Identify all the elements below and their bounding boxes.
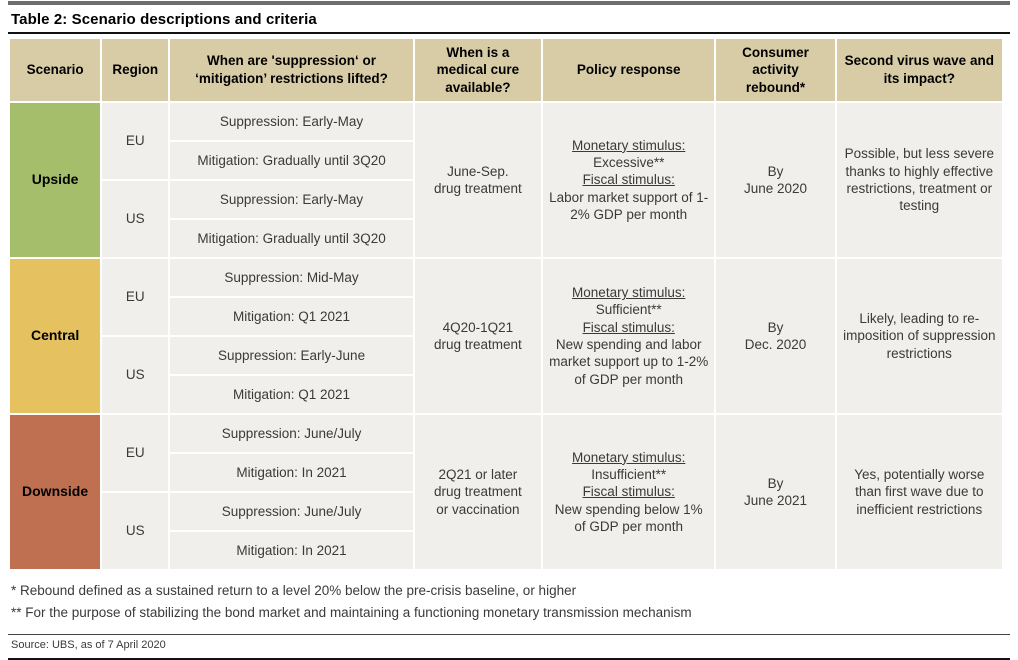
footnotes: * Rebound defined as a sustained return … <box>8 571 1010 632</box>
cell-medical-cure: 4Q20-1Q21 drug treatment <box>414 259 542 413</box>
cell-suppression: Suppression: Early-June <box>170 337 413 374</box>
title-divider <box>8 32 1010 34</box>
cell-suppression: Suppression: June/July <box>170 493 413 530</box>
monetary-stimulus-label: Monetary stimulus: <box>572 285 686 301</box>
cell-consumer-rebound: By June 2020 <box>716 103 835 257</box>
scenario-table: Scenario Region When are 'suppression‘ o… <box>8 37 1004 571</box>
monetary-stimulus-value: Sufficient** <box>595 302 662 318</box>
footnote-stimulus-purpose: ** For the purpose of stabilizing the bo… <box>11 604 692 620</box>
cell-mitigation: Mitigation: Q1 2021 <box>170 376 413 413</box>
cure-line: or vaccination <box>436 501 520 517</box>
fiscal-stimulus-value: New spending and labor market support up… <box>549 337 709 387</box>
cure-line: June-Sep. <box>447 163 509 179</box>
monetary-stimulus-value: Excessive** <box>593 155 665 171</box>
table-row: Mitigation: Q1 2021 <box>10 298 1002 335</box>
rebound-line: By <box>767 475 784 491</box>
cell-policy-response: Monetary stimulus: Sufficient** Fiscal s… <box>543 259 715 413</box>
table-row: Mitigation: In 2021 <box>10 454 1002 491</box>
cell-region-eu: EU <box>102 415 169 491</box>
col-header-policy-response: Policy response <box>543 39 715 101</box>
cell-medical-cure: June-Sep. drug treatment <box>414 103 542 257</box>
bottom-divider <box>8 657 1010 660</box>
table-row: US Suppression: Early-June <box>10 337 1002 413</box>
rebound-line: By <box>767 163 784 179</box>
cell-region-us: US <box>102 181 169 257</box>
col-header-scenario: Scenario <box>10 39 101 101</box>
cell-second-wave: Likely, leading to re-imposition of supp… <box>836 259 1002 413</box>
table-row: US Suppression: Early-May <box>10 181 1002 257</box>
cell-suppression: Suppression: Early-May <box>170 103 413 140</box>
cell-scenario-central: Central <box>10 259 101 413</box>
table-row: US Suppression: June/July <box>10 493 1002 569</box>
col-header-region: Region <box>102 39 169 101</box>
rebound-line: June 2021 <box>743 493 808 508</box>
monetary-stimulus-label: Monetary stimulus: <box>572 449 686 465</box>
cell-mitigation: Mitigation: Q1 2021 <box>170 298 413 335</box>
cell-medical-cure: 2Q21 or later drug treatment or vaccinat… <box>414 415 542 569</box>
col-header-consumer-rebound: Consumer activity rebound* <box>716 39 835 101</box>
top-divider <box>8 1 1010 5</box>
rebound-line: By <box>767 319 784 335</box>
cell-second-wave: Possible, but less severe thanks to high… <box>836 103 1002 257</box>
cell-region-us: US <box>102 493 169 569</box>
cell-region-us: US <box>102 337 169 413</box>
fiscal-stimulus-value: Labor market support of 1-2% GDP per mon… <box>549 189 709 222</box>
header-row: Scenario Region When are 'suppression‘ o… <box>10 39 1002 101</box>
table-row: Mitigation: Gradually until 3Q20 <box>10 220 1002 257</box>
col-header-restrictions-lifted: When are 'suppression‘ or ‘mitigation’ r… <box>170 39 413 101</box>
footnote-rebound-definition: * Rebound defined as a sustained return … <box>11 583 577 598</box>
cell-policy-response: Monetary stimulus: Excessive** Fiscal st… <box>543 103 715 257</box>
table-row: Central EU Suppression: Mid-May 4Q20-1Q2… <box>10 259 1002 413</box>
source-line: Source: UBS, as of 7 April 2020 <box>11 638 166 651</box>
fiscal-stimulus-value: New spending below 1% of GDP per month <box>554 501 703 534</box>
cure-line: 2Q21 or later <box>438 467 518 483</box>
cell-scenario-upside: Upside <box>10 103 101 257</box>
table-row: Mitigation: In 2021 <box>10 532 1002 569</box>
cell-second-wave: Yes, potentially worse than first wave d… <box>836 415 1002 569</box>
table-row: Mitigation: Q1 2021 <box>10 376 1002 413</box>
monetary-stimulus-label: Monetary stimulus: <box>572 137 686 153</box>
fiscal-stimulus-label: Fiscal stimulus: <box>582 172 675 188</box>
cell-suppression: Suppression: June/July <box>170 415 413 452</box>
cell-mitigation: Mitigation: Gradually until 3Q20 <box>170 142 413 179</box>
fiscal-stimulus-label: Fiscal stimulus: <box>582 319 675 335</box>
col-header-medical-cure: When is a medical cure available? <box>414 39 542 101</box>
cell-policy-response: Monetary stimulus: Insufficient** Fiscal… <box>543 415 715 569</box>
table-row: Upside EU Suppression: Early-May June-Se… <box>10 103 1002 257</box>
table-row: Mitigation: Gradually until 3Q20 <box>10 142 1002 179</box>
source-divider <box>8 633 1010 635</box>
cure-line: 4Q20-1Q21 <box>442 319 514 335</box>
monetary-stimulus-value: Insufficient** <box>591 467 667 483</box>
cell-suppression: Suppression: Mid-May <box>170 259 413 296</box>
cell-mitigation: Mitigation: Gradually until 3Q20 <box>170 220 413 257</box>
cell-consumer-rebound: By June 2021 <box>716 415 835 569</box>
cell-mitigation: Mitigation: In 2021 <box>170 454 413 491</box>
cell-suppression: Suppression: Early-May <box>170 181 413 218</box>
cell-mitigation: Mitigation: In 2021 <box>170 532 413 569</box>
cell-consumer-rebound: By Dec. 2020 <box>716 259 835 413</box>
cure-line: drug treatment <box>434 181 522 196</box>
col-header-second-wave: Second virus wave and its impact? <box>836 39 1002 101</box>
rebound-line: Dec. 2020 <box>744 337 807 352</box>
page-title: Table 2: Scenario descriptions and crite… <box>11 11 317 28</box>
cell-region-eu: EU <box>102 103 169 179</box>
cell-region-eu: EU <box>102 259 169 335</box>
fiscal-stimulus-label: Fiscal stimulus: <box>582 484 675 500</box>
cell-scenario-downside: Downside <box>10 415 101 569</box>
rebound-line: June 2020 <box>743 181 808 196</box>
cure-line: drug treatment <box>434 484 522 500</box>
cure-line: drug treatment <box>434 337 522 352</box>
table-row: Downside EU Suppression: June/July 2Q21 … <box>10 415 1002 569</box>
